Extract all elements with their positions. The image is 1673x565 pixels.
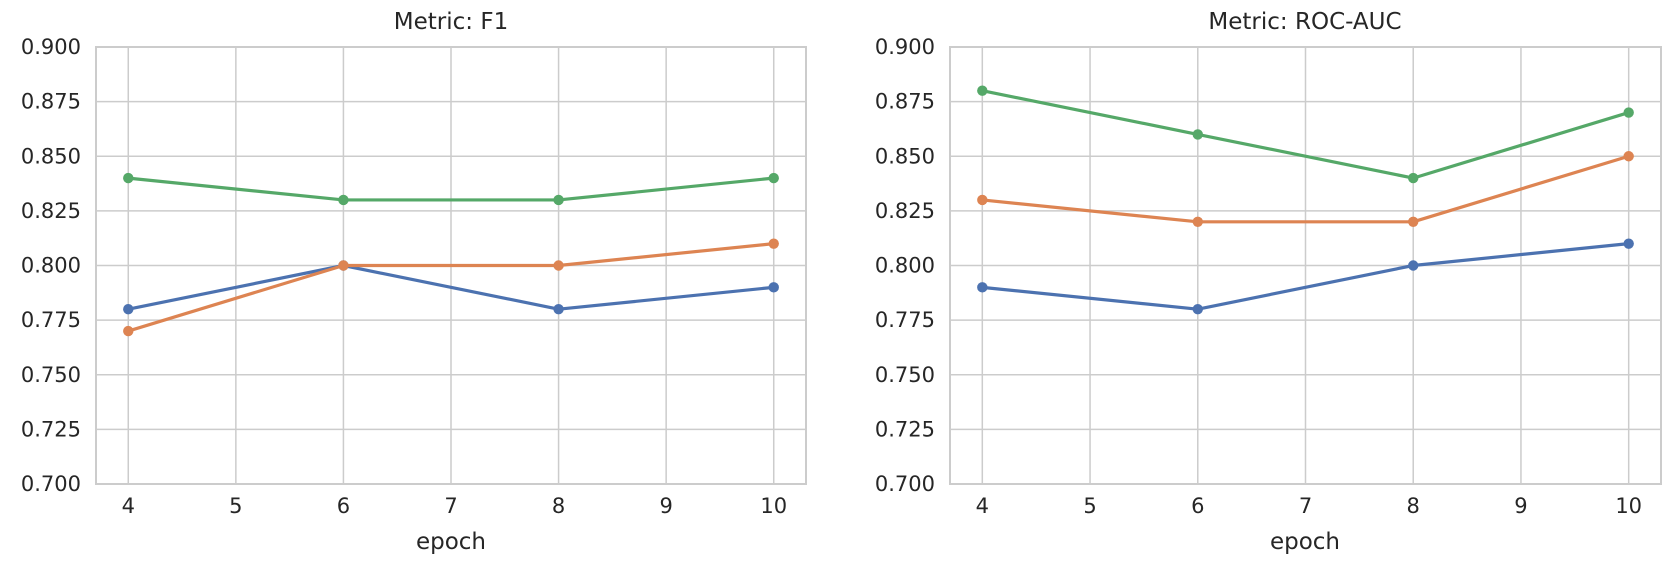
y-tick-label: 0.700 xyxy=(875,472,935,496)
data-point-blue xyxy=(977,282,988,293)
data-point-green xyxy=(338,194,349,206)
x-tick-label: 6 xyxy=(1191,494,1204,518)
data-point-green xyxy=(768,172,779,184)
x-tick-label: 7 xyxy=(444,494,457,518)
y-tick-label: 0.875 xyxy=(21,90,81,114)
y-tick-label: 0.775 xyxy=(21,308,81,332)
y-tick-label: 0.850 xyxy=(21,144,81,168)
data-point-blue xyxy=(768,282,779,293)
data-point-green xyxy=(553,194,564,206)
x-tick-label: 10 xyxy=(1615,494,1642,518)
x-tick-label: 9 xyxy=(659,494,672,518)
x-tick-label: 10 xyxy=(760,494,787,518)
x-tick-label: 8 xyxy=(1407,494,1420,518)
data-point-orange xyxy=(977,194,988,206)
y-tick-label: 0.800 xyxy=(21,254,81,278)
x-tick-label: 9 xyxy=(1514,494,1527,518)
data-point-green xyxy=(1623,107,1634,118)
data-point-blue xyxy=(123,304,134,315)
y-tick-label: 0.825 xyxy=(21,199,81,223)
y-tick-label: 0.725 xyxy=(875,417,935,441)
y-tick-label: 0.700 xyxy=(21,472,81,496)
axes-spines xyxy=(949,46,1662,485)
chart-title-roc-auc: Metric: ROC-AUC xyxy=(1208,9,1401,35)
x-tick-label: 5 xyxy=(1083,494,1096,518)
data-point-orange xyxy=(1408,216,1419,227)
x-tick-label: 4 xyxy=(976,494,989,518)
data-point-orange xyxy=(1623,151,1634,162)
data-point-orange xyxy=(338,260,349,271)
y-tick-label: 0.750 xyxy=(875,363,935,387)
y-tick-label: 0.750 xyxy=(21,363,81,387)
data-point-green xyxy=(977,85,988,96)
data-point-green xyxy=(1408,172,1419,184)
y-tick-label: 0.775 xyxy=(875,308,935,332)
y-tick-label: 0.825 xyxy=(875,199,935,223)
y-tick-label: 0.875 xyxy=(875,90,935,114)
x-axis-label-f1: epoch xyxy=(416,529,486,555)
y-tick-label: 0.725 xyxy=(21,417,81,441)
data-point-green xyxy=(1192,129,1203,140)
chart-title-f1: Metric: F1 xyxy=(394,9,508,35)
axes-spines xyxy=(95,46,807,485)
x-axis-label-roc-auc: epoch xyxy=(1270,529,1340,555)
series-line-orange xyxy=(980,154,1631,224)
series-line-blue xyxy=(126,263,776,311)
data-point-blue xyxy=(1192,304,1203,315)
data-point-orange xyxy=(768,238,779,249)
x-tick-label: 4 xyxy=(122,494,135,518)
y-tick-label: 0.800 xyxy=(875,254,935,278)
data-point-orange xyxy=(1192,216,1203,227)
y-tick-label: 0.900 xyxy=(21,35,81,59)
y-tick-label: 0.850 xyxy=(875,144,935,168)
series-line-green xyxy=(980,89,1631,180)
data-point-orange xyxy=(123,325,134,337)
series-line-orange xyxy=(126,242,776,333)
series-line-green xyxy=(126,176,776,202)
data-point-blue xyxy=(553,304,564,315)
x-tick-label: 7 xyxy=(1299,494,1312,518)
x-tick-label: 6 xyxy=(337,494,350,518)
series-line-blue xyxy=(980,242,1631,311)
subplot-0: 4 5 6 7 8 9 10 0.700 0.725 0.750 0.775 0.800 0.825 0.… xyxy=(21,35,807,518)
data-point-blue xyxy=(1408,260,1419,271)
plots-layer: 4 5 6 7 8 9 10 0.700 0.725 0.750 0.775 0.800 0.825 0.… xyxy=(21,35,1662,518)
x-tick-label: 8 xyxy=(552,494,565,518)
data-point-blue xyxy=(1623,238,1634,249)
data-point-orange xyxy=(553,260,564,271)
y-tick-label: 0.900 xyxy=(875,35,935,59)
x-tick-label: 5 xyxy=(229,494,242,518)
data-point-green xyxy=(123,172,134,184)
subplot-1: 4 5 6 7 8 9 10 0.700 0.725 0.750 0.775 0.800 0.825 0.… xyxy=(875,35,1662,518)
